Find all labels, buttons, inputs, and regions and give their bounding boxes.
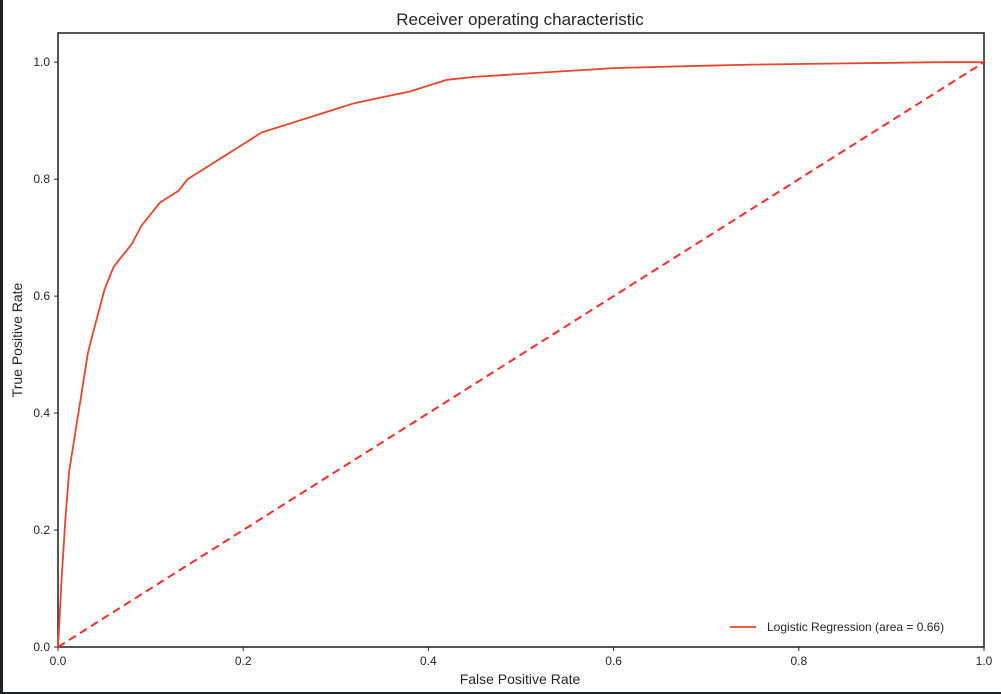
chart-title: Receiver operating characteristic — [396, 10, 644, 29]
y-tick-label-2: 0.4 — [33, 406, 50, 420]
y-tick-label-0: 0.0 — [33, 640, 50, 654]
random-baseline — [57, 61, 985, 648]
window-left-border — [0, 0, 3, 694]
y-axis-label: True Positive Rate — [9, 282, 25, 397]
x-axis-label: False Positive Rate — [460, 671, 581, 687]
y-tick-label-1: 0.2 — [33, 523, 50, 537]
y-tick-label-3: 0.6 — [33, 289, 50, 303]
plot-area — [57, 32, 985, 648]
y-tick-label-4: 0.8 — [33, 172, 50, 186]
window-bottom-border — [0, 692, 1001, 694]
x-tick-label-1: 0.2 — [235, 654, 252, 668]
x-tick-label-0: 0.0 — [50, 654, 67, 668]
x-tick-label-3: 0.6 — [605, 654, 622, 668]
x-tick-label-2: 0.4 — [420, 654, 437, 668]
y-axis-ticks: 0.0 0.2 0.4 0.6 0.8 1.0 — [33, 55, 58, 654]
roc-curve — [57, 61, 984, 648]
legend: Logistic Regression (area = 0.66) — [730, 620, 944, 634]
x-tick-label-4: 0.8 — [790, 654, 807, 668]
legend-label: Logistic Regression (area = 0.66) — [767, 620, 944, 634]
y-tick-label-5: 1.0 — [33, 55, 50, 69]
x-tick-label-5: 1.0 — [976, 654, 993, 668]
x-axis-ticks: 0.0 0.2 0.4 0.6 0.8 1.0 — [50, 647, 993, 668]
